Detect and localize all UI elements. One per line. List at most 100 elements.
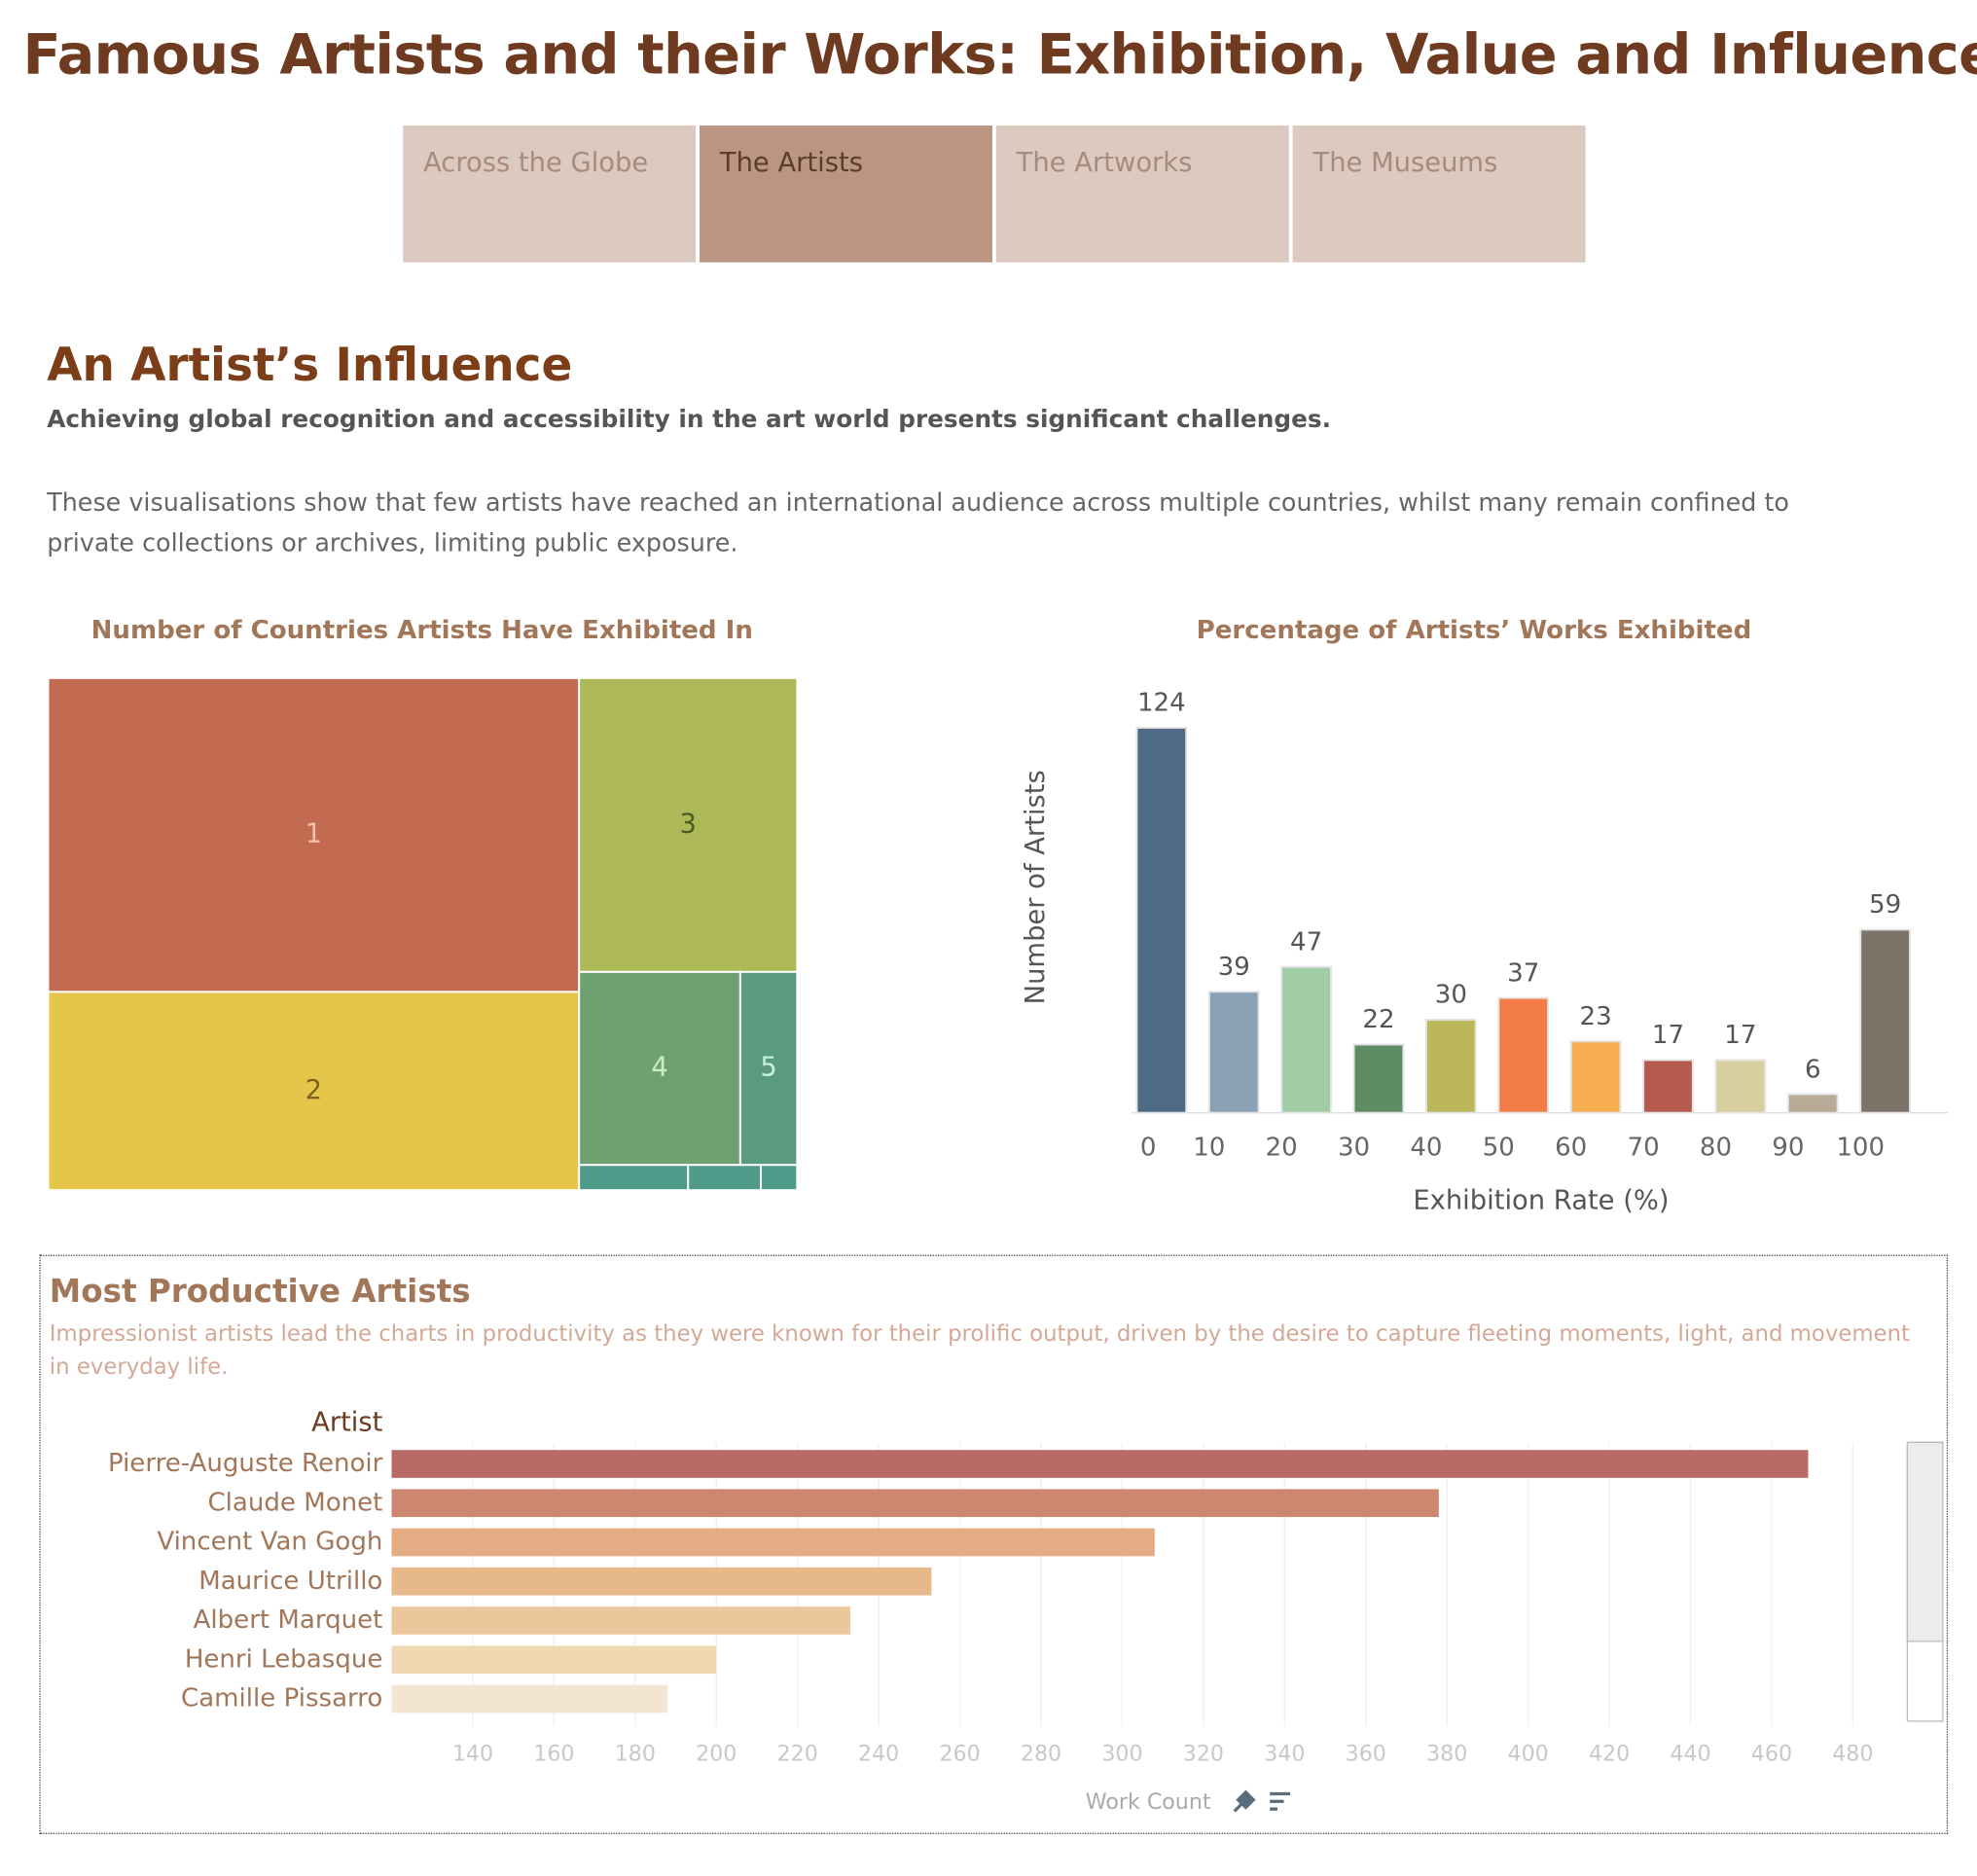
bar bbox=[1207, 991, 1260, 1114]
y-tick-label: Henri Lebasque bbox=[185, 1644, 383, 1674]
bar bbox=[1352, 1043, 1405, 1114]
x-tick-label: 50 bbox=[1483, 1134, 1515, 1163]
tab[interactable]: The Artists bbox=[700, 125, 992, 263]
data-label: 59 bbox=[1869, 890, 1901, 920]
data-label: 17 bbox=[1724, 1021, 1756, 1050]
x-tick-label: 440 bbox=[1670, 1741, 1710, 1766]
treemap-cell bbox=[759, 1164, 799, 1192]
x-tick-label: 160 bbox=[533, 1741, 574, 1766]
x-tick-label: 240 bbox=[858, 1741, 899, 1766]
x-tick-label: 40 bbox=[1410, 1134, 1442, 1163]
bar bbox=[391, 1489, 1439, 1518]
data-label: 124 bbox=[1137, 689, 1186, 718]
cell-label: 1 bbox=[306, 819, 322, 849]
data-label: 37 bbox=[1507, 958, 1539, 988]
data-label: 22 bbox=[1362, 1005, 1394, 1034]
section-lead: Achieving global recognition and accessi… bbox=[47, 405, 1332, 434]
column-header: Artist bbox=[311, 1407, 383, 1437]
sort-line bbox=[1270, 1799, 1284, 1803]
treemap-cell bbox=[578, 1164, 690, 1192]
x-axis-title: Exhibition Rate (%) bbox=[1413, 1185, 1669, 1215]
page-title: Famous Artists and their Works: Exhibiti… bbox=[22, 22, 1977, 88]
x-tick-label: 320 bbox=[1183, 1741, 1224, 1766]
cell-label: 3 bbox=[680, 809, 697, 839]
treemap-cell bbox=[47, 676, 581, 993]
bar bbox=[391, 1684, 668, 1714]
x-tick-label: 340 bbox=[1264, 1741, 1305, 1766]
bar bbox=[1424, 1018, 1477, 1114]
bar bbox=[1569, 1040, 1622, 1114]
data-label: 6 bbox=[1805, 1055, 1821, 1084]
x-tick-label: 180 bbox=[615, 1741, 656, 1766]
bar bbox=[1280, 965, 1332, 1114]
bar bbox=[1642, 1059, 1694, 1114]
pin-shape bbox=[1233, 1789, 1256, 1813]
sort-icon[interactable] bbox=[1270, 1791, 1291, 1811]
bar bbox=[391, 1645, 717, 1675]
sort-line bbox=[1270, 1807, 1278, 1811]
scrollbar[interactable] bbox=[1906, 1441, 1944, 1722]
y-tick-label: Maurice Utrillo bbox=[198, 1567, 382, 1596]
data-label: 30 bbox=[1435, 981, 1467, 1010]
cell-label: 2 bbox=[306, 1075, 322, 1105]
bar bbox=[1859, 928, 1911, 1114]
tab[interactable]: The Museums bbox=[1292, 125, 1586, 263]
chart-subtitle: Impressionist artists lead the charts in… bbox=[49, 1321, 1910, 1381]
x-tick-label: 100 bbox=[1836, 1134, 1885, 1163]
bar bbox=[391, 1528, 1155, 1557]
treemap-cell bbox=[687, 1164, 762, 1192]
data-label: 39 bbox=[1218, 953, 1250, 982]
section-title: An Artist’s Influence bbox=[47, 340, 573, 392]
x-tick-label: 380 bbox=[1426, 1741, 1467, 1766]
x-tick-label: 280 bbox=[1021, 1741, 1061, 1766]
y-tick-label: Vincent Van Gogh bbox=[157, 1528, 382, 1557]
x-tick-label: 10 bbox=[1193, 1134, 1225, 1163]
chart-title: Percentage of Artists’ Works Exhibited bbox=[1197, 616, 1752, 645]
y-axis-title: Number of Artists bbox=[1021, 770, 1051, 1004]
data-label: 23 bbox=[1580, 1002, 1612, 1031]
data-label: 17 bbox=[1652, 1021, 1684, 1050]
bar bbox=[391, 1606, 850, 1635]
x-tick-label: 70 bbox=[1628, 1134, 1660, 1163]
bar bbox=[1497, 996, 1550, 1114]
tab[interactable]: Across the Globe bbox=[403, 125, 697, 263]
pin-icon[interactable] bbox=[1233, 1789, 1256, 1813]
y-tick-label: Pierre-Auguste Renoir bbox=[108, 1449, 383, 1478]
x-tick-label: 360 bbox=[1346, 1741, 1386, 1766]
x-tick-label: 460 bbox=[1751, 1741, 1792, 1766]
bar bbox=[1786, 1093, 1839, 1114]
x-tick-label: 220 bbox=[777, 1741, 818, 1766]
chart-frame bbox=[39, 1254, 1949, 1834]
tab[interactable]: The Artworks bbox=[995, 125, 1289, 263]
bar bbox=[391, 1567, 932, 1596]
y-tick-label: Claude Monet bbox=[207, 1488, 382, 1517]
x-tick-label: 90 bbox=[1772, 1134, 1804, 1163]
x-tick-label: 400 bbox=[1508, 1741, 1549, 1766]
cell-label: 5 bbox=[760, 1053, 776, 1083]
section-body: These visualisations show that few artis… bbox=[47, 487, 1789, 559]
data-label: 47 bbox=[1290, 927, 1322, 956]
x-tick-label: 80 bbox=[1700, 1134, 1732, 1163]
cell-label: 4 bbox=[651, 1053, 667, 1083]
x-tick-label: 140 bbox=[452, 1741, 493, 1766]
chart-title: Most Productive Artists bbox=[49, 1272, 471, 1310]
treemap-cell bbox=[578, 676, 799, 973]
y-tick-label: Camille Pissarro bbox=[181, 1684, 382, 1714]
bar bbox=[1714, 1059, 1767, 1114]
x-tick-label: 0 bbox=[1140, 1134, 1157, 1163]
bar bbox=[1135, 726, 1188, 1114]
x-tick-label: 480 bbox=[1832, 1741, 1873, 1766]
x-tick-label: 260 bbox=[939, 1741, 980, 1766]
scroll-thumb[interactable] bbox=[1906, 1441, 1944, 1642]
sort-line bbox=[1270, 1791, 1291, 1796]
x-tick-label: 420 bbox=[1589, 1741, 1630, 1766]
treemap-cell bbox=[738, 970, 799, 1167]
x-tick-label: 200 bbox=[696, 1741, 737, 1766]
treemap-cell bbox=[47, 991, 581, 1192]
x-tick-label: 30 bbox=[1338, 1134, 1370, 1163]
bar bbox=[391, 1450, 1809, 1478]
x-tick-label: 20 bbox=[1266, 1134, 1298, 1163]
